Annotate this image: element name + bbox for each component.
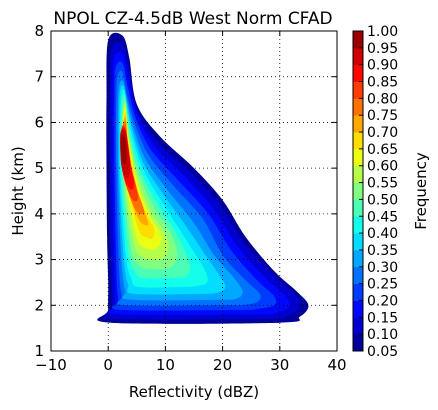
colorbar-ticks: 0.050.100.150.200.250.300.350.400.450.50… xyxy=(359,24,398,360)
x-axis: −10 0 10 20 30 40 xyxy=(35,31,347,374)
colorbar-swatch xyxy=(353,81,363,99)
colorbar-tick-label: 0.75 xyxy=(367,108,398,124)
colorbar-tick-label: 0.90 xyxy=(367,58,398,74)
colorbar-swatch xyxy=(353,148,363,167)
x-tick-label: −10 xyxy=(35,356,67,374)
colorbar-swatch xyxy=(353,233,363,251)
y-tick-label: 3 xyxy=(34,251,44,269)
y-tick-label: 7 xyxy=(34,68,44,86)
colorbar-tick-label: 0.80 xyxy=(367,91,398,107)
x-tick-label: 40 xyxy=(327,356,346,374)
y-tick-label: 6 xyxy=(34,113,44,131)
colorbar-tick-label: 1.00 xyxy=(367,24,398,40)
colorbar-swatch xyxy=(353,132,363,150)
colorbar-swatch xyxy=(353,47,363,66)
colorbar-swatch xyxy=(353,115,363,133)
colorbar-tick-label: 0.45 xyxy=(367,209,398,225)
x-tick-label: 30 xyxy=(270,356,289,374)
y-tick-label: 5 xyxy=(34,159,44,177)
colorbar-tick-label: 0.25 xyxy=(367,277,398,293)
colorbar-tick-label: 0.10 xyxy=(367,327,398,343)
y-axis-label: Height (km) xyxy=(9,146,27,235)
x-axis-label: Reflectivity (dBZ) xyxy=(129,383,259,401)
colorbar-swatch xyxy=(353,283,363,301)
y-axis: 1 2 3 4 5 6 7 8 xyxy=(34,22,337,360)
y-tick-label: 1 xyxy=(34,342,44,360)
colorbar-tick-label: 0.30 xyxy=(367,260,398,276)
colorbar-swatch xyxy=(353,31,363,49)
plot-frame xyxy=(50,30,338,352)
colorbar-swatch xyxy=(353,317,363,335)
colorbar-tick-label: 0.50 xyxy=(367,192,398,208)
colorbar-swatch xyxy=(353,199,363,217)
y-tick-label: 4 xyxy=(34,205,44,223)
colorbar-tick-label: 0.60 xyxy=(367,159,398,175)
colorbar-swatch xyxy=(353,216,363,234)
contour-layer xyxy=(97,32,309,324)
colorbar-swatch xyxy=(353,249,363,268)
colorbar-tick-label: 0.15 xyxy=(367,310,398,326)
colorbar-swatch xyxy=(353,266,363,285)
colorbar-swatch xyxy=(353,182,363,200)
contour-level-11 xyxy=(122,107,162,250)
colorbar-tick-label: 0.70 xyxy=(367,125,398,141)
colorbar-swatch xyxy=(353,300,363,318)
colorbar-frame xyxy=(352,30,364,352)
colorbar xyxy=(353,31,363,352)
y-tick-label: 8 xyxy=(34,22,44,40)
colorbar-tick-label: 0.20 xyxy=(367,293,398,309)
colorbar-swatch xyxy=(353,98,363,116)
colorbar-tick-label: 0.35 xyxy=(367,243,398,259)
y-tick-label: 2 xyxy=(34,296,44,314)
colorbar-tick-label: 0.85 xyxy=(367,75,398,91)
contour-level-18 xyxy=(120,134,127,166)
colorbar-tick-label: 0.65 xyxy=(367,142,398,158)
grid-lines xyxy=(51,31,337,351)
colorbar-tick-label: 0.05 xyxy=(367,344,398,360)
colorbar-swatch xyxy=(353,165,363,183)
x-tick-label: 20 xyxy=(213,356,232,374)
colorbar-tick-label: 0.55 xyxy=(367,176,398,192)
colorbar-tick-label: 0.95 xyxy=(367,41,398,57)
colorbar-swatch xyxy=(353,64,363,82)
x-tick-label: 10 xyxy=(156,356,175,374)
colorbar-label: Frequency xyxy=(412,152,430,230)
colorbar-swatch xyxy=(353,334,363,352)
colorbar-tick-label: 0.40 xyxy=(367,226,398,242)
x-tick-label: 0 xyxy=(103,356,113,374)
chart-title: NPOL CZ-4.5dB West Norm CFAD xyxy=(53,9,332,29)
